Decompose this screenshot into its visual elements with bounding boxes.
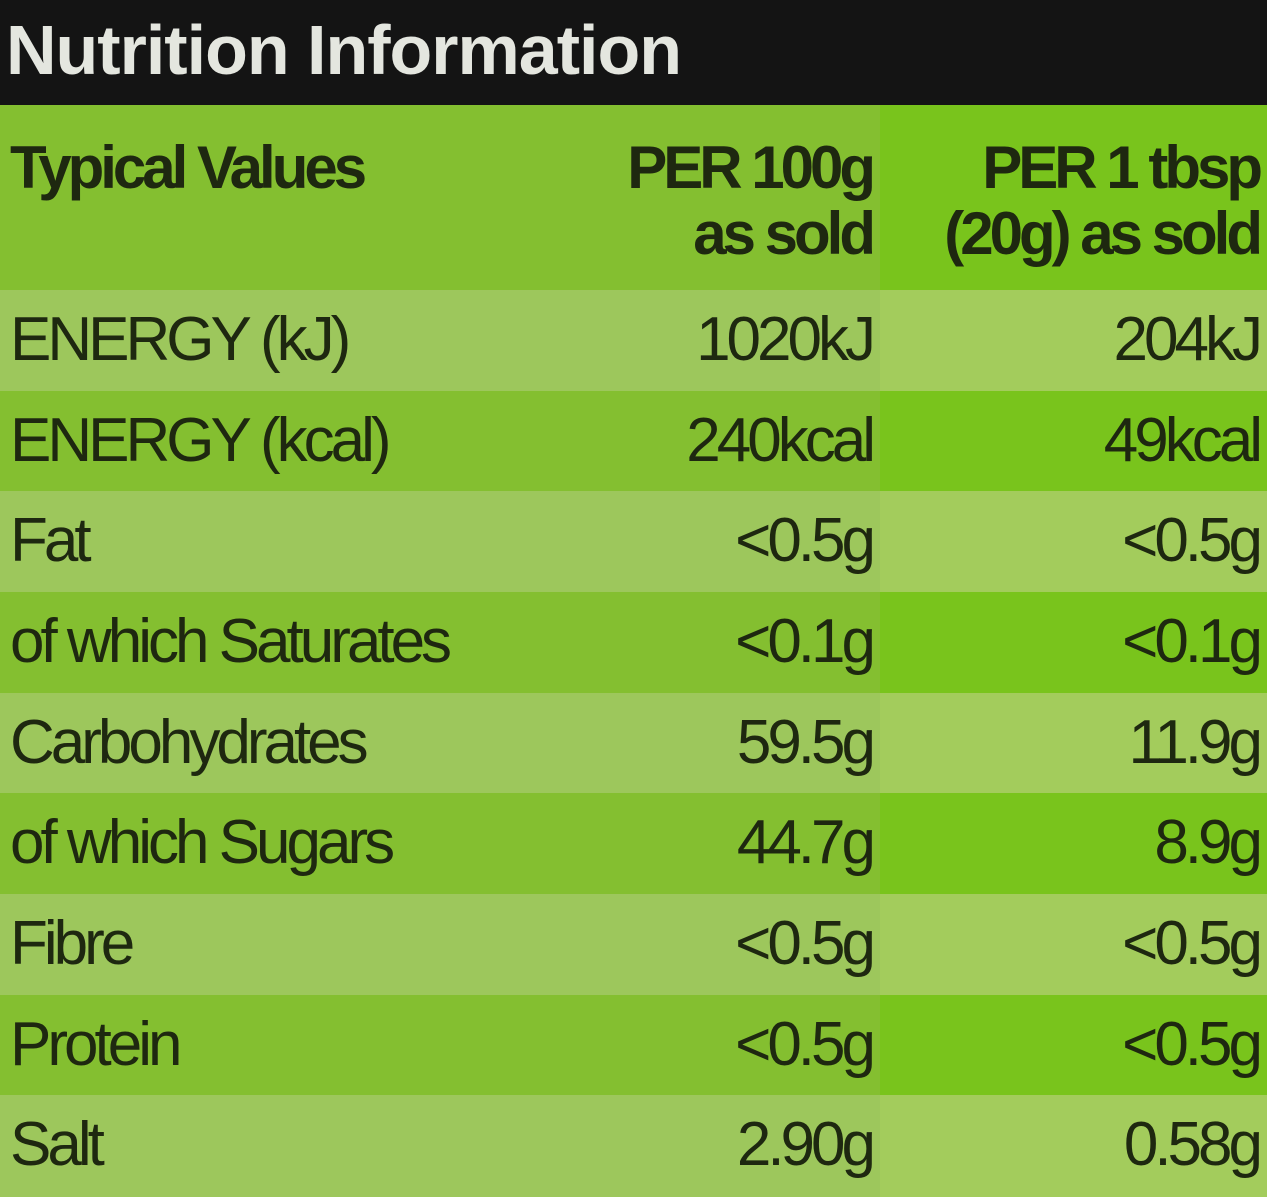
value-cell: 0.58g <box>880 1095 1267 1197</box>
row-label: of which Sugars <box>0 793 520 895</box>
header-line: as sold <box>693 200 876 267</box>
value-cell: <0.5g <box>880 894 1267 996</box>
header-line: Typical Values <box>10 134 367 201</box>
value-cell: <0.5g <box>520 994 880 1097</box>
value-cell: <0.1g <box>520 592 880 694</box>
column-header: PER 1 tbsp (20g) as sold <box>880 105 1267 290</box>
value-cell: 2.90g <box>520 1095 880 1197</box>
value-cell: 8.9g <box>880 793 1267 895</box>
row-label: Protein <box>0 994 520 1097</box>
header-line: (20g) as sold <box>944 200 1263 267</box>
value-cell: 11.9g <box>880 692 1267 795</box>
row-label: Salt <box>0 1095 520 1197</box>
row-label: ENERGY (kcal) <box>0 390 520 493</box>
row-label: ENERGY (kJ) <box>0 290 520 392</box>
row-label: Fat <box>0 491 520 593</box>
header-line: PER 100g <box>627 134 876 201</box>
row-label: Fibre <box>0 894 520 996</box>
header-line: PER 1 tbsp <box>982 134 1263 201</box>
value-cell: <0.5g <box>520 894 880 996</box>
value-cell: <0.1g <box>880 592 1267 694</box>
value-cell: 204kJ <box>880 290 1267 392</box>
column-header: PER 100g as sold <box>520 105 880 290</box>
row-label: Carbohydrates <box>0 692 520 795</box>
value-cell: 1020kJ <box>520 290 880 392</box>
value-cell: 49kcal <box>880 390 1267 493</box>
value-cell: <0.5g <box>880 994 1267 1097</box>
row-label: of which Saturates <box>0 592 520 694</box>
value-cell: 59.5g <box>520 692 880 795</box>
value-cell: <0.5g <box>880 491 1267 593</box>
value-cell: 44.7g <box>520 793 880 895</box>
value-cell: 240kcal <box>520 390 880 493</box>
value-cell: <0.5g <box>520 491 880 593</box>
title: Nutrition Information <box>0 0 1267 105</box>
column-header: Typical Values <box>0 105 520 290</box>
